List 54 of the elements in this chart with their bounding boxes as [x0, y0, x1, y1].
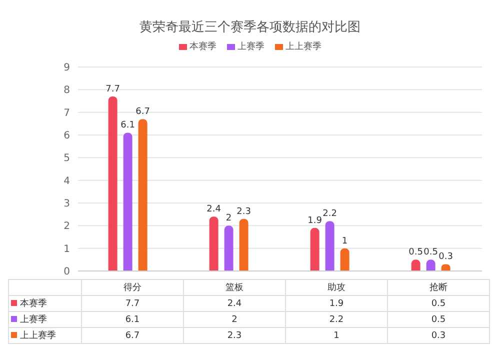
text: 1.9 — [308, 216, 322, 226]
data-label: 0.5 — [388, 312, 490, 328]
bar — [310, 228, 320, 271]
x-tick-label: 篮板 — [184, 280, 286, 296]
data-label: 2.2 — [286, 312, 388, 328]
legend-label: 上上赛季 — [284, 40, 322, 53]
text: 0.3 — [438, 252, 453, 262]
text: 6.1 — [120, 120, 135, 131]
data-label: 6.7 — [82, 328, 184, 344]
text: 7.7 — [106, 84, 120, 94]
legend-label: 上赛季 — [236, 40, 264, 53]
bar — [325, 221, 334, 271]
legend-label: 本赛季 — [188, 40, 216, 53]
bar — [108, 96, 118, 271]
y-tick-label: 8 — [64, 85, 70, 96]
bar — [239, 218, 248, 271]
data-label: 2 — [184, 312, 286, 328]
data-label: 1 — [286, 328, 388, 344]
data-label: 0.3 — [388, 328, 490, 344]
bar — [123, 132, 132, 271]
text: 上上赛季 — [20, 331, 56, 341]
text: 2 — [226, 214, 232, 224]
bar — [209, 216, 218, 271]
bar — [138, 119, 148, 271]
y-tick-label: 6 — [64, 130, 70, 142]
data-label: 6.1 — [82, 312, 184, 328]
text: 0.5 — [424, 248, 438, 258]
x-tick-label: 抢断 — [388, 280, 490, 296]
x-tick-label: 助攻 — [286, 280, 388, 296]
y-tick-label: 5 — [64, 153, 70, 164]
y-tick-label: 0 — [64, 266, 70, 278]
text: 0.5 — [408, 248, 423, 258]
y-tick-label: 1 — [64, 244, 70, 255]
data-label: 1.9 — [286, 296, 388, 312]
y-tick-label: 3 — [64, 198, 70, 210]
text: 2.2 — [322, 209, 337, 220]
y-tick-label: 2 — [64, 221, 70, 232]
y-tick-label: 4 — [64, 176, 70, 187]
text: 6.7 — [136, 107, 150, 118]
text: 2.3 — [236, 206, 251, 217]
data-label: 0.5 — [388, 296, 490, 312]
y-tick-label: 9 — [64, 62, 70, 74]
x-tick-label: 得分 — [82, 280, 184, 296]
text: 本赛季 — [20, 299, 47, 309]
data-label: 7.7 — [82, 296, 184, 312]
text: 2.4 — [206, 204, 221, 215]
text: 1 — [342, 236, 348, 246]
bar — [340, 248, 350, 271]
y-tick-label: 7 — [64, 108, 70, 119]
chart-title: 黄荣奇最近三个赛季各项数据的对比图 — [138, 19, 362, 36]
data-label: 2.3 — [184, 328, 286, 344]
bar — [224, 226, 234, 271]
text: 上赛季 — [20, 315, 47, 325]
data-label: 2.4 — [184, 296, 286, 312]
